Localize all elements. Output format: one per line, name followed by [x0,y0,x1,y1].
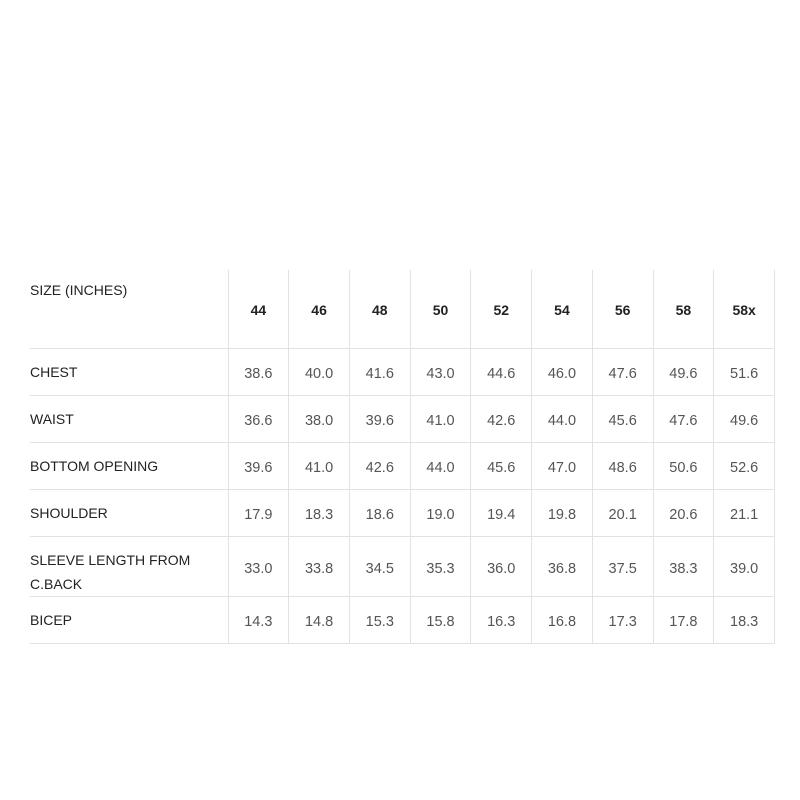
size-header-58: 58 [652,270,714,349]
row-label: CHEST [30,348,228,396]
measurement-cell: 19.4 [470,489,532,537]
measurement-cell: 49.6 [713,395,775,443]
measurement-cell: 44.6 [470,348,532,396]
measurement-cell: 51.6 [713,348,775,396]
measurement-cell: 15.8 [409,596,471,644]
measurement-cell: 16.8 [531,596,593,644]
measurement-cell: 18.6 [348,489,411,537]
measurement-cell: 47.6 [652,395,714,443]
measurement-cell: 47.6 [591,348,654,396]
size-header-46: 46 [288,270,350,349]
measurement-cell: 41.0 [409,395,471,443]
measurement-cell: 33.0 [227,536,289,597]
table-row: SHOULDER 17.9 18.3 18.6 19.0 19.4 19.8 20.1 20.6… [30,489,775,537]
measurement-cell: 19.0 [409,489,471,537]
header-row: SIZE (INCHES) 44 46 48 50 52 54 56 58 58x [30,270,775,349]
measurement-cell: 45.6 [470,442,532,490]
measurement-cell: 35.3 [409,536,471,597]
table-row: SLEEVE LENGTH FROM C.BACK 33.0 33.8 34.5 35.… [30,536,775,597]
measurement-cell: 16.3 [470,596,532,644]
measurement-cell: 38.6 [227,348,289,396]
measurement-cell: 36.8 [531,536,593,597]
size-header-56: 56 [591,270,654,349]
size-header-54: 54 [531,270,593,349]
measurement-cell: 46.0 [531,348,593,396]
row-label: SHOULDER [30,489,228,537]
measurement-cell: 36.6 [227,395,289,443]
table-row: BOTTOM OPENING 39.6 41.0 42.6 44.0 45.6 47.0 48… [30,442,775,490]
measurement-cell: 44.0 [409,442,471,490]
measurement-cell: 40.0 [288,348,350,396]
measurement-cell: 20.6 [652,489,714,537]
measurement-cell: 47.0 [531,442,593,490]
measurement-cell: 17.9 [227,489,289,537]
size-header-44: 44 [227,270,289,349]
measurement-cell: 41.0 [288,442,350,490]
measurement-cell: 14.3 [227,596,289,644]
table-row: WAIST 36.6 38.0 39.6 41.0 42.6 44.0 45.6 47.6 49.… [30,395,775,443]
measurement-cell: 17.3 [591,596,654,644]
measurement-cell: 33.8 [288,536,350,597]
measurement-cell: 39.6 [348,395,411,443]
measurement-cell: 15.3 [348,596,411,644]
measurement-cell: 18.3 [288,489,350,537]
measurement-cell: 48.6 [591,442,654,490]
row-label: WAIST [30,395,228,443]
measurement-cell: 37.5 [591,536,654,597]
measurement-cell: 44.0 [531,395,593,443]
measurement-cell: 49.6 [652,348,714,396]
measurement-cell: 39.6 [227,442,289,490]
measurement-cell: 50.6 [652,442,714,490]
row-label: BOTTOM OPENING [30,442,228,490]
measurement-cell: 38.3 [652,536,714,597]
measurement-cell: 41.6 [348,348,411,396]
size-header-58x: 58x [713,270,775,349]
measurement-cell: 20.1 [591,489,654,537]
size-header-48: 48 [348,270,411,349]
table-row: BICEP 14.3 14.8 15.3 15.8 16.3 16.8 17.3 17.8 18.… [30,596,775,644]
measurement-cell: 36.0 [470,536,532,597]
measurement-cell: 42.6 [470,395,532,443]
measurement-cell: 19.8 [531,489,593,537]
measurement-cell: 14.8 [288,596,350,644]
size-chart-table: SIZE (INCHES) 44 46 48 50 52 54 56 58 58x CHEST 3… [30,270,775,644]
measurement-cell: 52.6 [713,442,775,490]
measurement-cell: 18.3 [713,596,775,644]
measurement-cell: 39.0 [713,536,775,597]
measurement-cell: 43.0 [409,348,471,396]
row-label: SLEEVE LENGTH FROM C.BACK [30,536,228,597]
measurement-cell: 34.5 [348,536,411,597]
table-row: CHEST 38.6 40.0 41.6 43.0 44.6 46.0 47.6 49.6 51.… [30,348,775,396]
row-label: BICEP [30,596,228,644]
measurement-cell: 21.1 [713,489,775,537]
measurement-cell: 45.6 [591,395,654,443]
measurement-cell: 17.8 [652,596,714,644]
size-header-52: 52 [470,270,532,349]
size-header-label: SIZE (INCHES) [30,270,228,349]
size-header-50: 50 [409,270,471,349]
measurement-cell: 42.6 [348,442,411,490]
measurement-cell: 38.0 [288,395,350,443]
